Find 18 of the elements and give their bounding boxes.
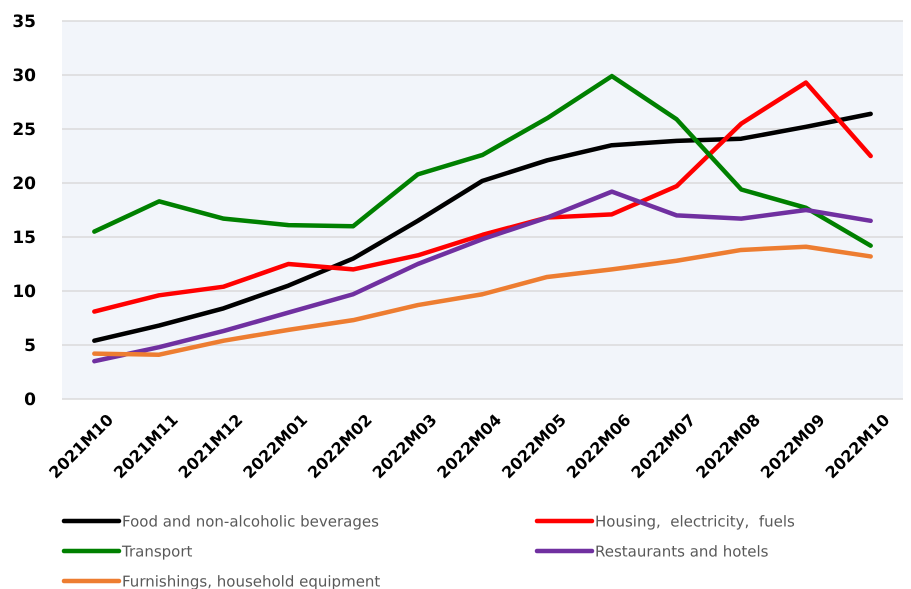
y-tick-label: 10 xyxy=(12,282,36,302)
line-series xyxy=(92,80,873,314)
legend-label: Housing, electricity, fuels xyxy=(595,512,796,530)
y-tick-label: 30 xyxy=(12,66,36,86)
y-tick-label: 15 xyxy=(12,228,36,248)
line-series xyxy=(92,112,873,343)
y-tick-label: 0 xyxy=(24,390,36,410)
legend-label: Transport xyxy=(121,542,193,560)
y-tick-label: 5 xyxy=(24,336,36,356)
y-tick-label: 20 xyxy=(12,174,36,194)
line-series xyxy=(92,189,873,364)
y-tick-label: 25 xyxy=(12,120,36,140)
legend-label: Food and non-alcoholic beverages xyxy=(122,512,380,530)
legend-label: Furnishings, household equipment xyxy=(122,572,380,589)
line-series xyxy=(92,244,873,357)
y-tick-label: 35 xyxy=(12,12,36,32)
line-series xyxy=(92,74,873,248)
legend-label: Restaurants and hotels xyxy=(595,542,769,560)
